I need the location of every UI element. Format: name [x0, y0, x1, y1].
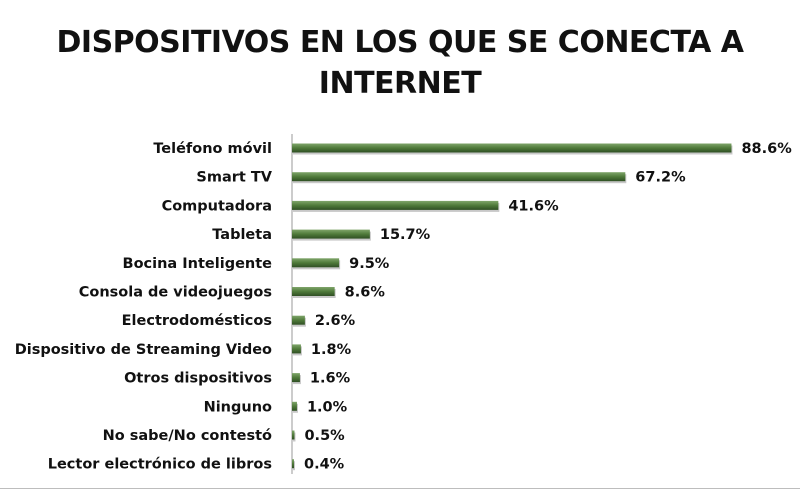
- bars-layer: Teléfono móvil 88.6% Smart TV 67.2% Computad…: [15, 141, 793, 473]
- bar: [292, 401, 297, 411]
- data-label: 88.6%: [741, 141, 792, 157]
- category-label: Dispositivo de Streaming Video: [15, 342, 272, 358]
- bar: [292, 287, 335, 296]
- category-label: Bocina Inteligente: [123, 256, 273, 272]
- data-label: 0.5%: [304, 428, 345, 444]
- data-label: 1.0%: [307, 399, 348, 415]
- data-label: 9.5%: [349, 256, 390, 272]
- data-label: 1.8%: [311, 342, 352, 358]
- category-label: Consola de videojuegos: [79, 285, 272, 301]
- bar: [292, 315, 305, 325]
- bar: [292, 229, 370, 239]
- bar: [292, 430, 295, 440]
- category-label: Computadora: [162, 198, 272, 214]
- bar: [292, 344, 301, 354]
- category-label: Tableta: [212, 227, 272, 243]
- bar: [292, 200, 499, 210]
- data-label: 41.6%: [508, 198, 559, 214]
- bar: [292, 143, 732, 153]
- bar: [292, 172, 626, 182]
- data-label: 8.6%: [345, 285, 386, 301]
- category-label: Ninguno: [204, 399, 272, 415]
- data-label: 15.7%: [380, 227, 431, 243]
- bar: [292, 258, 340, 268]
- bar: [292, 373, 300, 383]
- chart-title: DISPOSITIVOS EN LOS QUE SE CONECTA A INT…: [0, 22, 800, 104]
- bottom-divider: [0, 488, 800, 489]
- category-label: Teléfono móvil: [153, 141, 272, 157]
- chart-title-line-2: INTERNET: [318, 66, 482, 101]
- data-label: 2.6%: [315, 313, 356, 329]
- category-label: Lector electrónico de libros: [48, 457, 272, 473]
- data-label: 1.6%: [310, 371, 351, 387]
- category-label: Otros dispositivos: [124, 371, 272, 387]
- data-label: 67.2%: [635, 170, 686, 186]
- category-label: Smart TV: [196, 170, 272, 186]
- data-label: 0.4%: [304, 457, 345, 473]
- bar: [292, 459, 294, 469]
- category-label: Electrodomésticos: [122, 313, 272, 329]
- category-label: No sabe/No contestó: [103, 428, 272, 444]
- chart-title-line-1: DISPOSITIVOS EN LOS QUE SE CONECTA A: [56, 25, 744, 60]
